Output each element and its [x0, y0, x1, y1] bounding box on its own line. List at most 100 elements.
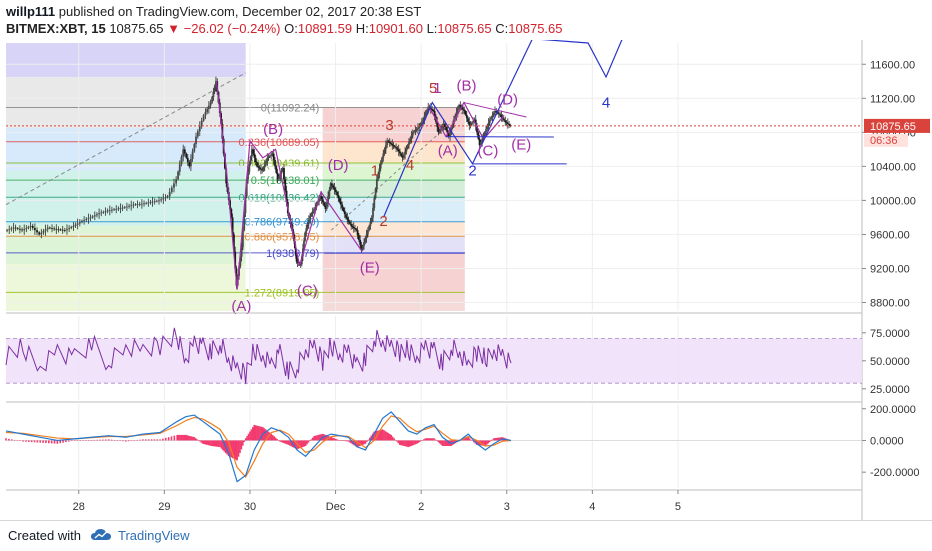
macd-hist-bar [315, 436, 317, 441]
macd-hist-bar [77, 440, 79, 441]
candle-body [171, 188, 173, 192]
macd-hist-bar [283, 440, 285, 443]
candle-body [364, 238, 366, 242]
wave-label-5: 1 [371, 163, 379, 180]
macd-hist-bar [338, 440, 340, 441]
candle-body [94, 215, 96, 216]
candle-body [53, 228, 55, 229]
candle-body [182, 149, 184, 156]
candle-body [105, 211, 107, 212]
candle-body [212, 92, 214, 97]
candle-body [335, 190, 337, 192]
author-name[interactable]: willp111 [6, 4, 55, 19]
candle-body [147, 203, 149, 204]
macd-hist-bar [51, 440, 53, 443]
candle-body [395, 147, 397, 148]
macd-hist-bar [186, 435, 188, 440]
macd-hist-bar [258, 426, 260, 440]
macd-hist-bar [256, 426, 258, 441]
macd-hist-bar [8, 439, 10, 441]
macd-hist-bar [305, 440, 307, 446]
macd-hist-bar [272, 435, 274, 440]
macd-hist-bar [318, 435, 320, 441]
macd-hist-bar [182, 435, 184, 441]
candle-body [354, 228, 356, 229]
candle-body [366, 234, 368, 238]
candle-body [394, 146, 396, 147]
candle-body [17, 228, 19, 229]
macd-hist-bar [342, 440, 344, 441]
fib-zone-1 [323, 253, 465, 293]
candle-body [348, 220, 350, 222]
macd-hist-bar [490, 440, 492, 441]
candle-body [195, 137, 197, 144]
wave-label-6: 2 [379, 213, 387, 230]
macd-hist-bar [71, 440, 73, 441]
macd-hist-bar [156, 439, 158, 440]
macd-hist-bar [406, 440, 408, 446]
price-ytick-label-4: 10000.00 [870, 195, 916, 207]
candle-body [248, 164, 250, 171]
macd-hist-bar [79, 440, 81, 441]
macd-hist-bar [62, 440, 64, 442]
macd-hist-bar [286, 440, 288, 444]
candle-body [145, 203, 147, 204]
candle-body [506, 122, 508, 123]
macd-hist-bar [433, 438, 435, 440]
macd-hist-bar [412, 440, 414, 445]
candle-body [421, 122, 423, 124]
candle-body [275, 166, 277, 172]
candle-body [128, 206, 130, 207]
fib-label-7: 1(9383.79) [266, 248, 319, 260]
macd-hist-bar [248, 434, 250, 441]
macd-hist-bar [395, 440, 397, 441]
macd-hist-bar [119, 440, 121, 441]
tradingview-cloud-icon [90, 527, 112, 543]
candle-body [278, 176, 280, 179]
candle-body [25, 228, 27, 229]
macd-hist-bar [333, 438, 335, 440]
macd-hist-bar [285, 440, 287, 443]
macd-hist-bar [366, 440, 368, 441]
low-label: L: [427, 21, 438, 36]
macd-hist-bar [497, 438, 499, 441]
x-tick-label-1: 29 [158, 501, 170, 513]
candle-body [343, 208, 345, 211]
open-value: 10891.59 [298, 21, 352, 36]
candle-body [210, 103, 212, 106]
candle-body [322, 199, 324, 202]
candle-body [107, 211, 109, 212]
candle-body [350, 224, 352, 226]
x-tick-label-4: 2 [418, 501, 424, 513]
macd-hist-bar [422, 440, 424, 441]
macd-ytick-label-0: 200.0000 [870, 404, 916, 416]
chart-canvas[interactable]: 0(11092.24)0.236(10689.05)0.382(10439.61… [0, 40, 932, 520]
macd-hist-bar [194, 437, 196, 440]
candle-body [256, 162, 258, 166]
candle-body [283, 168, 285, 179]
candle-body [264, 164, 266, 167]
candle-body [137, 204, 139, 205]
macd-hist-bar [425, 438, 427, 440]
macd-hist-bar [388, 433, 390, 440]
macd-hist-bar [14, 440, 16, 441]
candle-body [122, 208, 124, 209]
candle-body [177, 172, 179, 179]
macd-hist-bar [403, 440, 405, 446]
chart-header: willp111 published on TradingView.com, D… [0, 0, 932, 40]
candle-body [173, 183, 175, 187]
macd-hist-bar [308, 440, 310, 442]
candle-body [463, 110, 465, 111]
candle-body [38, 232, 40, 234]
tradingview-brand[interactable]: TradingView [118, 528, 190, 543]
candle-body [169, 192, 171, 196]
candle-body [345, 214, 347, 217]
candle-body [167, 196, 169, 197]
candle-body [393, 145, 395, 146]
macd-hist-bar [496, 438, 498, 441]
macd-hist-bar [28, 440, 30, 441]
macd-hist-bar [339, 440, 341, 441]
candle-body [75, 225, 77, 226]
candle-body [206, 109, 208, 112]
macd-hist-bar [492, 440, 494, 441]
